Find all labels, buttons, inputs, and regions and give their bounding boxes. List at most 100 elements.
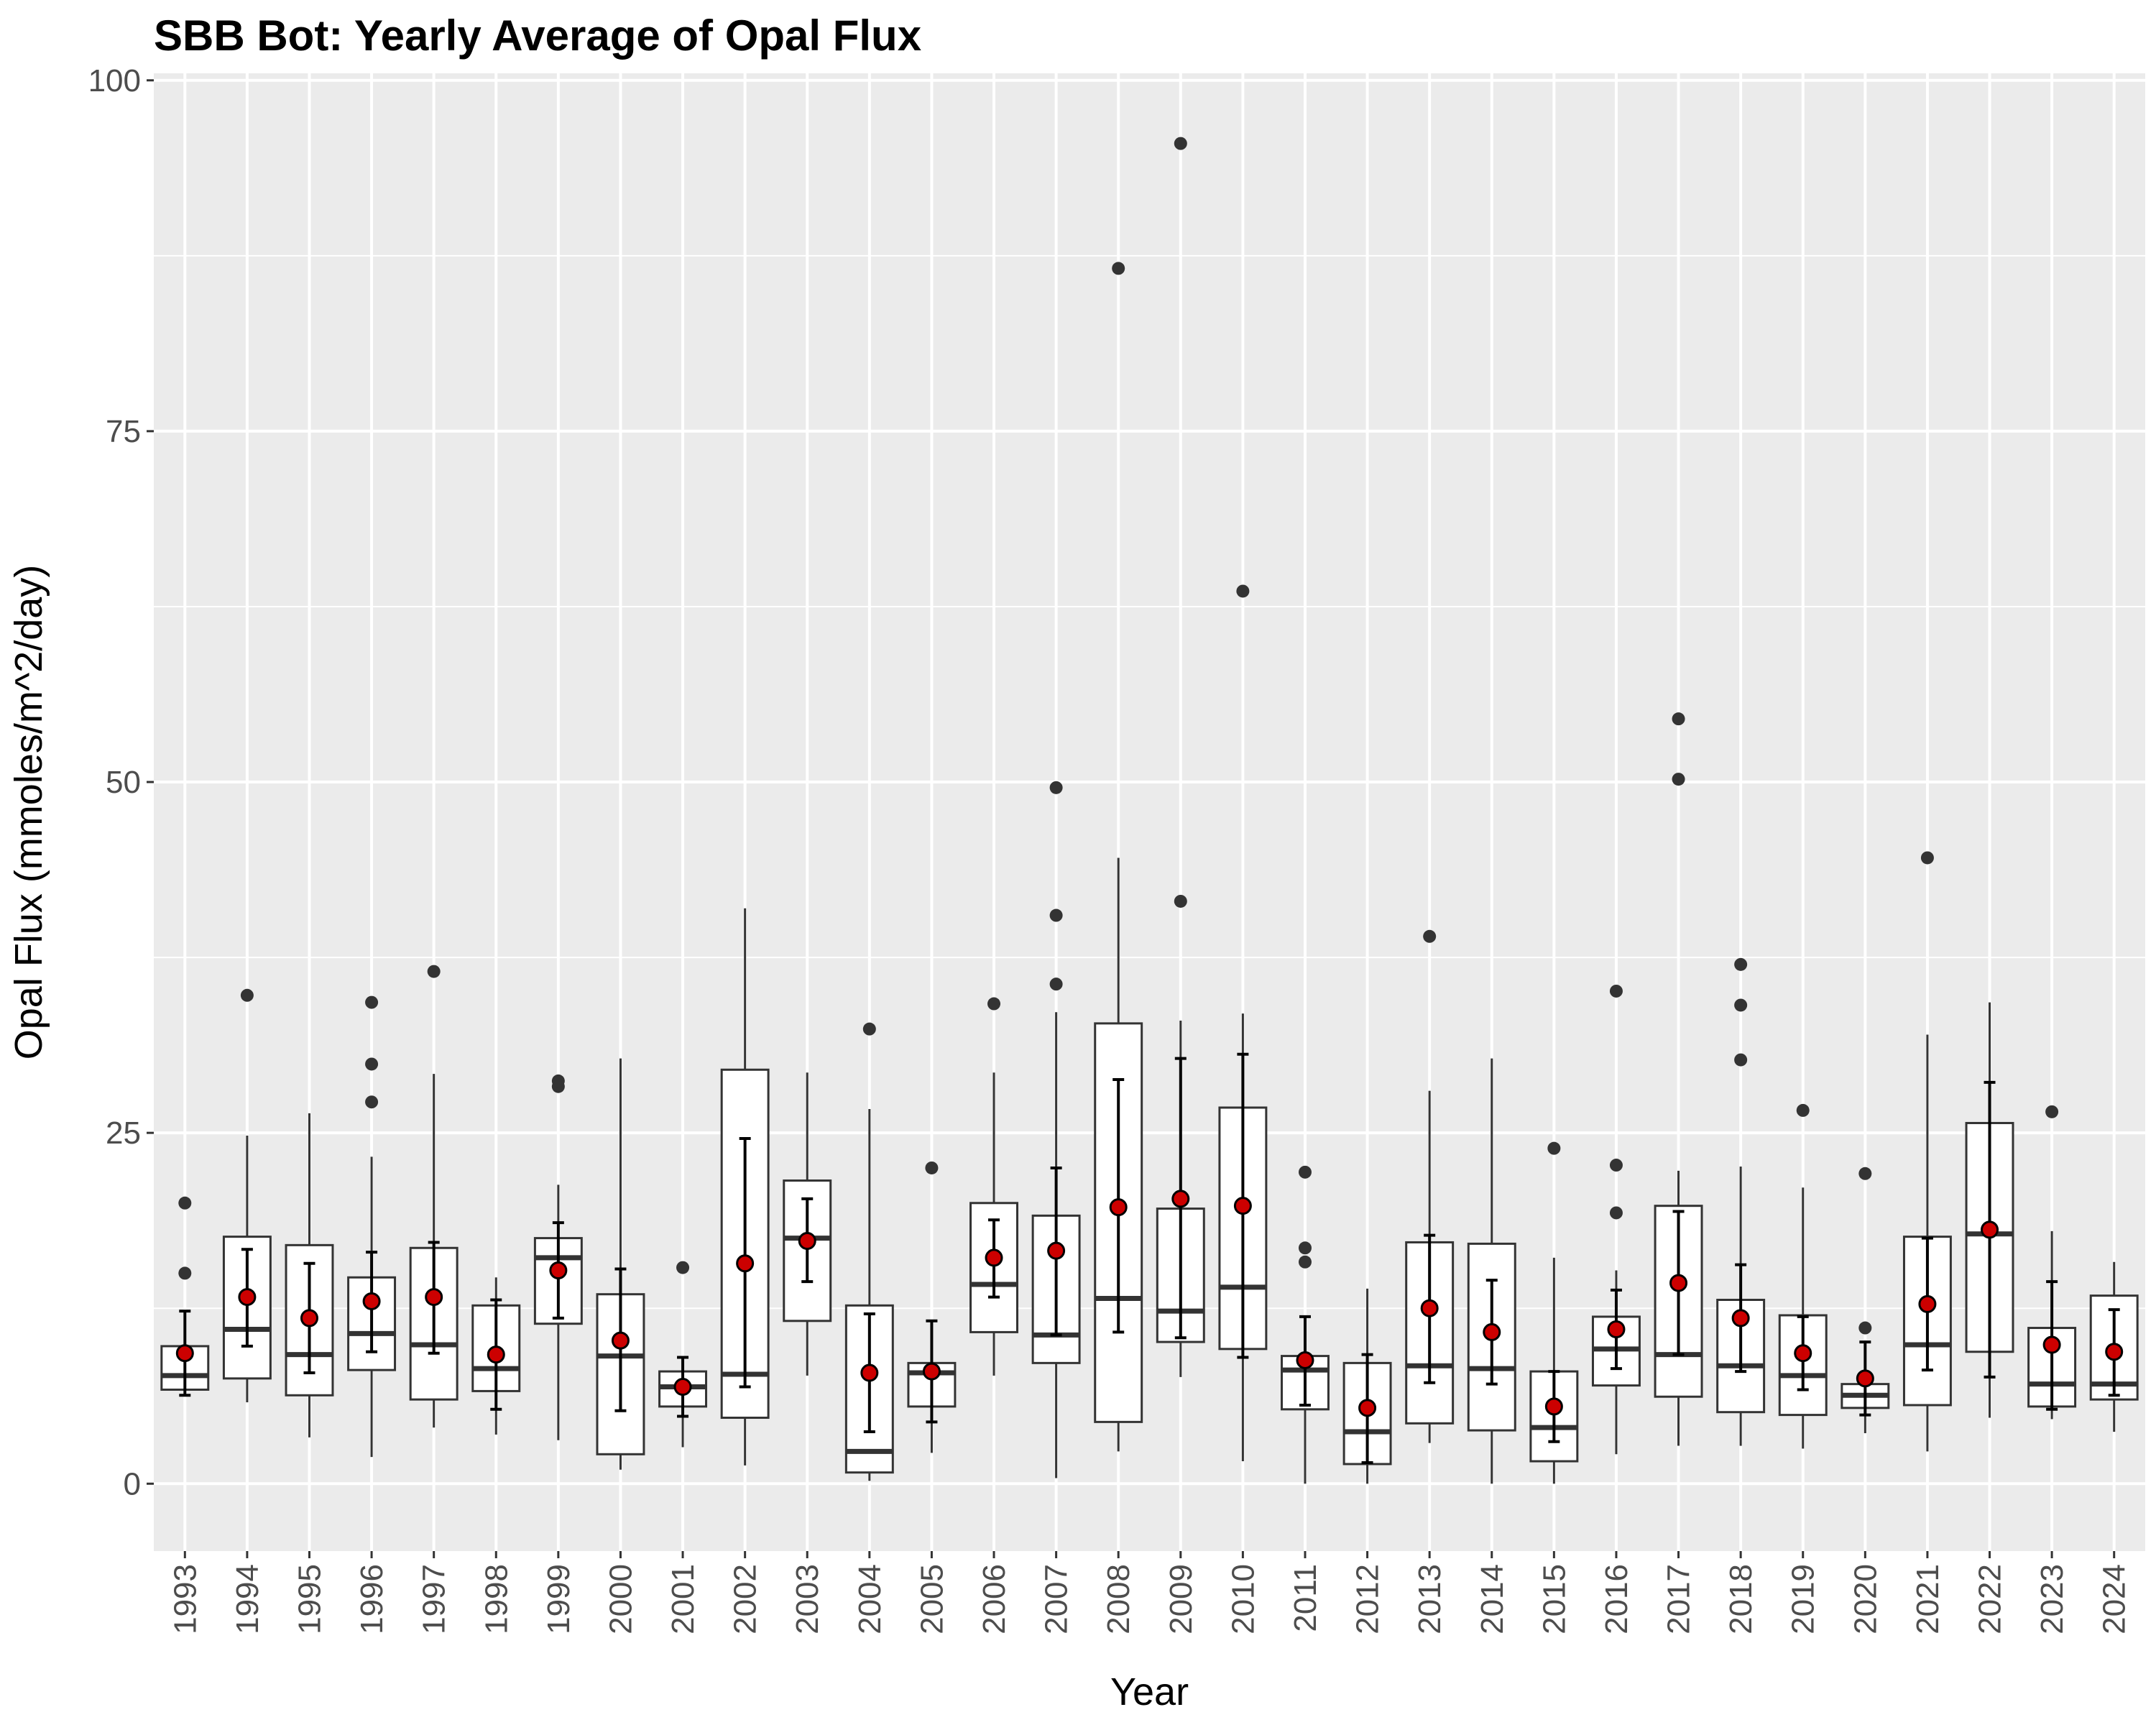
outlier-point	[862, 1022, 876, 1036]
x-tick-label: 2023	[2035, 1564, 2070, 1634]
outlier-point	[1298, 1255, 1312, 1269]
x-tick-label: 1995	[292, 1564, 327, 1634]
outlier-point	[987, 997, 1001, 1011]
x-tick-label: 2004	[852, 1564, 888, 1634]
outlier-point	[551, 1074, 565, 1087]
box-group-1996	[347, 995, 397, 1458]
outlier-point	[1049, 781, 1063, 794]
box-group-1998	[471, 1277, 521, 1435]
mean-point	[238, 1288, 257, 1307]
x-tick-label: 2006	[977, 1564, 1012, 1634]
x-tick-label: 2003	[790, 1564, 825, 1634]
x-tick-label: 1994	[230, 1564, 265, 1634]
outlier-point	[925, 1161, 939, 1174]
x-tick-label: 2001	[665, 1564, 701, 1634]
mean-point	[300, 1309, 318, 1328]
box-group-2014	[1467, 1058, 1516, 1484]
outlier-point	[1858, 1321, 1872, 1335]
x-tick-label: 2015	[1537, 1564, 1572, 1634]
outlier-point	[1174, 894, 1187, 908]
x-tick-label: 2008	[1101, 1564, 1136, 1634]
x-axis-title: Year	[1110, 1670, 1189, 1714]
box-group-2007	[1031, 781, 1081, 1478]
mean-point	[487, 1346, 505, 1364]
mean-point	[611, 1331, 630, 1350]
box-group-1994	[222, 988, 272, 1403]
box-group-2012	[1342, 1288, 1392, 1484]
box-group-2000	[596, 1058, 645, 1470]
mean-point	[549, 1261, 568, 1279]
x-tick-label: 2022	[1973, 1564, 2008, 1634]
outlier-point	[178, 1196, 192, 1210]
mean-point	[2042, 1335, 2061, 1354]
x-tick-label: 1997	[417, 1564, 452, 1634]
outlier-point	[1858, 1167, 1872, 1180]
mean-point	[175, 1344, 194, 1363]
outlier-point	[1609, 1159, 1623, 1172]
box-group-2009	[1156, 137, 1205, 1377]
x-tick-label: 2020	[1848, 1564, 1883, 1634]
mean-point	[798, 1231, 816, 1250]
outlier-point	[240, 988, 254, 1002]
box-group-2008	[1094, 262, 1143, 1452]
outlier-point	[676, 1261, 690, 1274]
mean-point	[1296, 1351, 1314, 1369]
box-group-2017	[1654, 712, 1703, 1446]
outlier-point	[1298, 1241, 1312, 1255]
x-tick-label: 2011	[1288, 1564, 1323, 1632]
y-axis: 0 25 50 75 100	[88, 63, 154, 1501]
box-group-2019	[1778, 1103, 1828, 1449]
outlier-point	[1734, 1053, 1748, 1067]
x-tick-label: 2019	[1786, 1564, 1821, 1634]
outlier-point	[365, 995, 379, 1009]
box-group-2011	[1281, 1165, 1330, 1484]
outlier-point	[365, 1095, 379, 1109]
mean-point	[1109, 1198, 1128, 1217]
mean-point	[425, 1288, 443, 1307]
box-group-2001	[658, 1261, 708, 1448]
outlier-point	[1236, 584, 1250, 598]
x-tick-label: 2024	[2097, 1564, 2132, 1634]
mean-point	[673, 1378, 692, 1397]
outlier-point	[1920, 851, 1934, 865]
box-group-2003	[783, 1072, 832, 1376]
box-group-2005	[907, 1161, 957, 1453]
mean-point	[1607, 1320, 1626, 1339]
x-tick-label: 1998	[479, 1564, 514, 1634]
outlier-point	[1609, 1206, 1623, 1220]
outlier-point	[1672, 712, 1685, 726]
outlier-point	[1298, 1165, 1312, 1179]
outlier-point	[1609, 984, 1623, 998]
box-group-1999	[533, 1074, 583, 1440]
mean-point	[1047, 1241, 1066, 1260]
mean-point	[1233, 1197, 1252, 1215]
y-tick-label: 0	[124, 1466, 141, 1501]
mean-point	[1420, 1299, 1439, 1317]
y-tick-label: 100	[88, 63, 141, 98]
x-tick-label: 2017	[1662, 1564, 1697, 1634]
mean-point	[736, 1254, 755, 1273]
box-group-1993	[160, 1196, 210, 1397]
outlier-point	[1734, 998, 1748, 1012]
y-tick-label: 25	[106, 1116, 141, 1151]
outlier-point	[2045, 1105, 2059, 1118]
x-tick-label: 2000	[603, 1564, 638, 1634]
x-tick-label: 2018	[1723, 1564, 1759, 1634]
x-tick-label: 2002	[728, 1564, 763, 1634]
outlier-point	[1672, 773, 1685, 786]
mean-point	[1171, 1190, 1190, 1208]
x-tick-label: 2013	[1412, 1564, 1447, 1634]
x-tick-label: 2009	[1164, 1564, 1199, 1634]
chart-title: SBB Bot: Yearly Average of Opal Flux	[154, 12, 921, 60]
outlier-point	[1049, 978, 1063, 991]
mean-point	[1483, 1322, 1501, 1341]
box-group-2023	[2027, 1105, 2077, 1420]
mean-point	[1981, 1220, 1999, 1239]
x-tick-label: 2010	[1225, 1564, 1261, 1634]
mean-point	[1731, 1309, 1750, 1328]
outlier-point	[1547, 1141, 1561, 1155]
outlier-point	[1796, 1103, 1810, 1117]
y-tick-label: 50	[106, 765, 141, 800]
mean-point	[1669, 1274, 1688, 1292]
